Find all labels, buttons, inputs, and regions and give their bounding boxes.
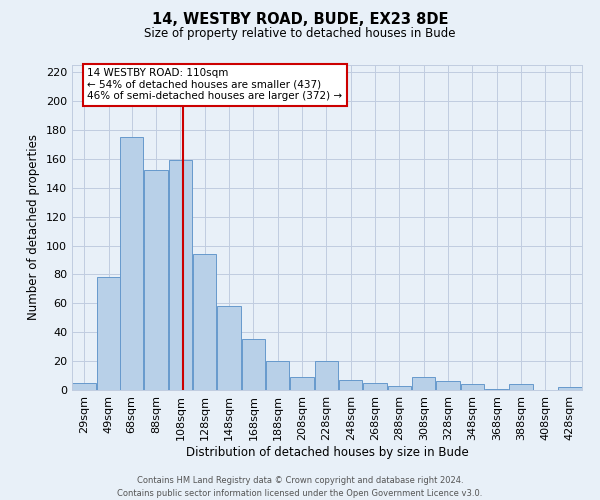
Bar (315, 361, 338, 390)
Text: 14, WESTBY ROAD, BUDE, EX23 8DE: 14, WESTBY ROAD, BUDE, EX23 8DE (152, 12, 448, 28)
Bar (509, 384, 533, 390)
Bar (364, 383, 387, 390)
Bar (485, 388, 508, 390)
Bar (217, 306, 241, 390)
Bar (73, 383, 96, 390)
Bar (412, 377, 436, 390)
Bar (388, 386, 411, 390)
Y-axis label: Number of detached properties: Number of detached properties (28, 134, 40, 320)
Bar (242, 340, 265, 390)
X-axis label: Distribution of detached houses by size in Bude: Distribution of detached houses by size … (185, 446, 469, 458)
Bar (558, 387, 581, 390)
Bar (461, 384, 484, 390)
Bar (436, 382, 460, 390)
Bar (120, 137, 143, 390)
Bar (145, 170, 167, 390)
Text: 14 WESTBY ROAD: 110sqm
← 54% of detached houses are smaller (437)
46% of semi-de: 14 WESTBY ROAD: 110sqm ← 54% of detached… (88, 68, 343, 102)
Bar (339, 380, 362, 390)
Bar (97, 278, 120, 390)
Bar (169, 160, 192, 390)
Text: Size of property relative to detached houses in Bude: Size of property relative to detached ho… (144, 28, 456, 40)
Bar (266, 361, 289, 390)
Text: Contains HM Land Registry data © Crown copyright and database right 2024.
Contai: Contains HM Land Registry data © Crown c… (118, 476, 482, 498)
Bar (193, 254, 217, 390)
Bar (290, 377, 314, 390)
